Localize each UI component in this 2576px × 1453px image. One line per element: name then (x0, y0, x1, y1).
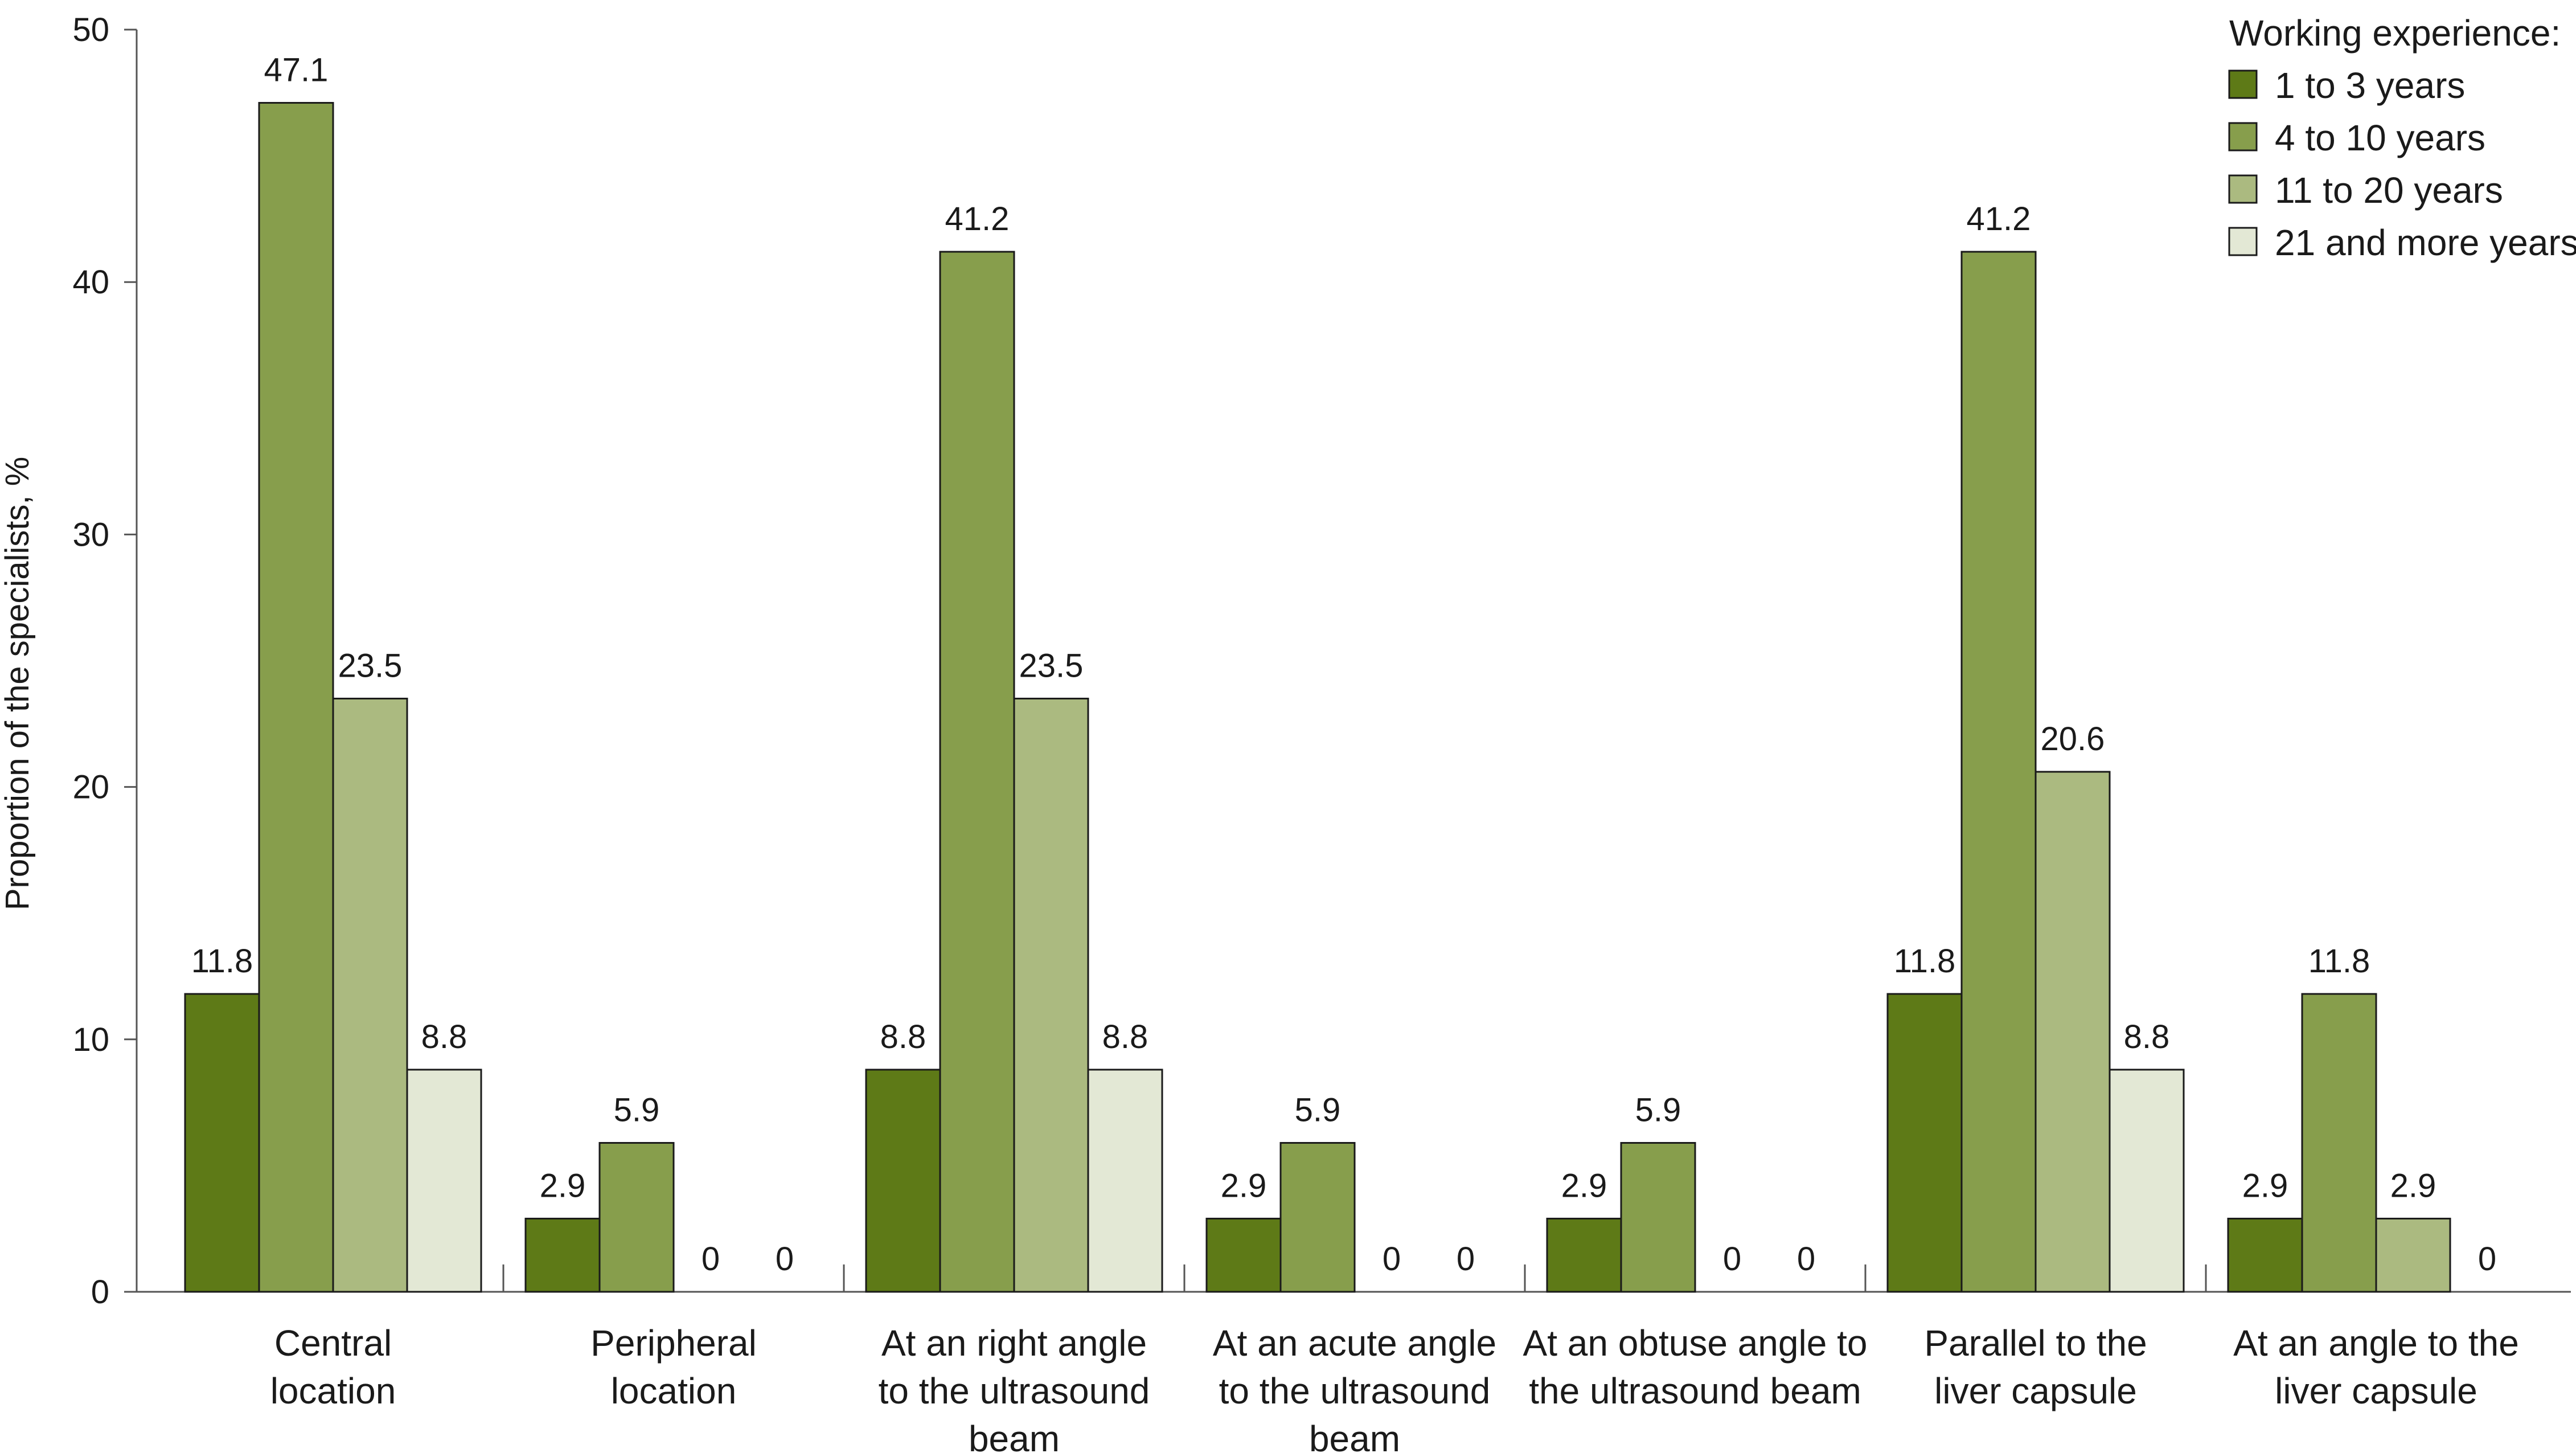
bar (1205, 1217, 1282, 1293)
legend-swatch (2228, 69, 2258, 99)
legend-item-label: 21 and more years (2275, 222, 2576, 263)
bar-value-label: 5.9 (614, 1092, 660, 1129)
category-label: At an acute angle to the ultrasound beam (1213, 1323, 1496, 1453)
bar-value-label: 41.2 (1967, 200, 2031, 238)
bar (1546, 1217, 1622, 1293)
bar-value-label: 11.8 (2308, 943, 2370, 980)
bar-value-label: 0 (776, 1241, 794, 1278)
bar (865, 1069, 941, 1293)
bar (2375, 1217, 2451, 1293)
bar (1013, 697, 1089, 1293)
bar-value-label: 20.6 (2041, 721, 2105, 758)
bar (184, 993, 260, 1293)
bar (1886, 993, 1963, 1293)
bar (2227, 1217, 2303, 1293)
category-label: At an right angle to the ultrasound beam (879, 1323, 1150, 1453)
y-axis-title: Proportion of the specialists, % (0, 457, 36, 910)
bar (524, 1217, 601, 1293)
legend-swatch (2228, 174, 2258, 204)
bar (1279, 1142, 1356, 1293)
bar (1620, 1142, 1696, 1293)
y-tick-label: 20 (72, 769, 109, 806)
bar-value-label: 8.8 (1102, 1018, 1148, 1055)
bar-value-label: 0 (1797, 1241, 1815, 1278)
category-label: Peripheral location (590, 1323, 757, 1411)
bar-value-label: 8.8 (880, 1018, 926, 1055)
legend-swatch (2228, 122, 2258, 152)
bar-value-label: 0 (2478, 1241, 2496, 1278)
bar-value-label: 2.9 (540, 1167, 586, 1204)
category-labels: Central location Peripheral location At an r… (270, 1323, 2519, 1453)
bar-value-labels: 11.8 47.1 23.5 8.8 2.9 5.9 0 0 8.8 41.2 23.5 8.8 2.9… (191, 52, 2496, 1278)
legend-item-label: 11 to 20 years (2275, 170, 2503, 211)
legend-title: Working experience: (2229, 13, 2561, 54)
y-tick-label: 50 (72, 11, 109, 48)
bar (2301, 993, 2377, 1293)
bar (1960, 251, 2037, 1293)
bar-value-label: 23.5 (338, 647, 403, 684)
bar (1087, 1069, 1163, 1293)
bar (406, 1069, 482, 1293)
y-tick-label: 10 (72, 1021, 109, 1058)
category-label: At an angle to the liver capsule (2233, 1323, 2519, 1411)
category-label: Parallel to the liver capsule (1924, 1323, 2147, 1411)
legend-item-label: 4 to 10 years (2275, 117, 2485, 158)
bar-value-label: 2.9 (2242, 1167, 2288, 1204)
bar-value-label: 5.9 (1635, 1092, 1681, 1129)
bar-value-label: 47.1 (264, 52, 329, 89)
y-axis: 0 10 20 30 40 50 (72, 11, 138, 1311)
bar-value-label: 2.9 (1561, 1167, 1607, 1204)
category-label: Central location (270, 1323, 396, 1411)
legend: Working experience: 1 to 3 years 4 to 10 y… (2228, 13, 2576, 263)
bar (258, 102, 334, 1293)
bar-value-label: 23.5 (1019, 647, 1084, 684)
y-tick-label: 0 (91, 1274, 109, 1311)
bar-value-label: 2.9 (1221, 1167, 1267, 1204)
bar-value-label: 0 (702, 1241, 720, 1278)
bar-value-label: 11.8 (1894, 943, 1956, 980)
legend-swatch (2228, 227, 2258, 256)
bar-value-label: 2.9 (2390, 1167, 2436, 1204)
legend-item-label: 1 to 3 years (2275, 65, 2465, 106)
bar-value-label: 8.8 (421, 1018, 467, 1055)
bar (598, 1142, 675, 1293)
bar (2109, 1069, 2185, 1293)
bar-value-label: 0 (1457, 1241, 1475, 1278)
bar-value-label: 0 (1383, 1241, 1401, 1278)
y-tick-label: 40 (72, 264, 109, 301)
category-label: At an obtuse angle to the ultrasound beam (1523, 1323, 1868, 1411)
bar-value-label: 11.8 (191, 943, 253, 980)
bar (939, 251, 1015, 1293)
bar (332, 697, 408, 1293)
bars (184, 102, 2451, 1293)
bar (2034, 771, 2111, 1293)
y-tick-label: 30 (72, 516, 109, 553)
bar-value-label: 41.2 (945, 200, 1010, 238)
bar-value-label: 0 (1723, 1241, 1741, 1278)
bar-value-label: 8.8 (2124, 1018, 2170, 1055)
bar-value-label: 5.9 (1295, 1092, 1341, 1129)
